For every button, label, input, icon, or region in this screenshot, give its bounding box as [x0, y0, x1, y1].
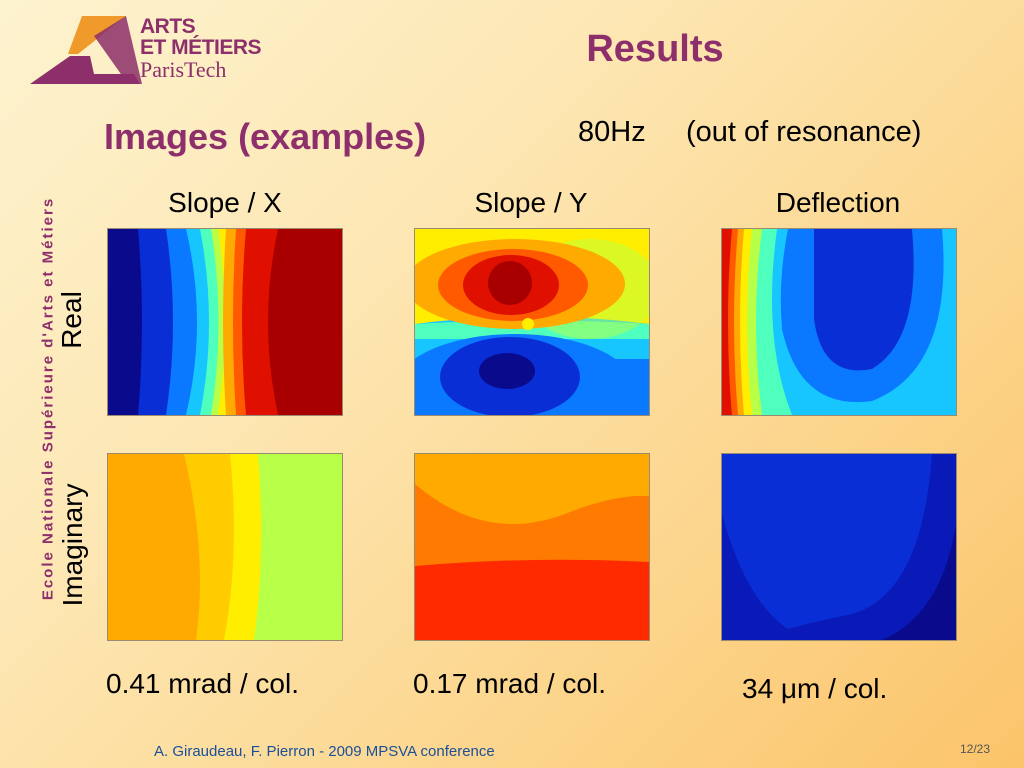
- logo-line-paristech: ParisTech: [140, 57, 227, 82]
- image-real-slope-x: [107, 228, 343, 416]
- image-imaginary-deflection: [721, 453, 957, 641]
- arts-et-metiers-logo: [30, 16, 142, 84]
- logo-line-arts: ARTS: [140, 15, 196, 38]
- column-header-slope-x: Slope / X: [168, 187, 282, 218]
- column-header-deflection: Deflection: [775, 187, 901, 218]
- slide-footer: A. Giraudeau, F. Pierron - 2009 MPSVA co…: [154, 743, 495, 760]
- section-subtitle: Images (examples): [104, 116, 427, 157]
- row-label-real: Real: [56, 291, 87, 349]
- image-real-slope-y: [414, 228, 650, 416]
- image-real-deflection: [721, 228, 957, 416]
- column-header-slope-y: Slope / Y: [474, 187, 588, 218]
- logo-wordmark: ARTS ET MÉTIERS ParisTech: [140, 15, 262, 82]
- school-name-vertical: Ecole Nationale Supérieure d'Arts et Mét…: [39, 196, 57, 601]
- slide-title: Results: [586, 28, 724, 70]
- frequency-note: (out of resonance): [686, 116, 922, 148]
- image-imaginary-slope-y: [414, 453, 650, 641]
- row-label-imaginary: Imaginary: [57, 483, 88, 607]
- image-imaginary-slope-x: [107, 453, 343, 641]
- scale-deflection: 34 μm / col.: [742, 673, 888, 704]
- scale-slope-y: 0.17 mrad / col.: [413, 668, 606, 699]
- logo-line-et-metiers: ET MÉTIERS: [140, 36, 262, 59]
- scale-slope-x: 0.41 mrad / col.: [106, 668, 299, 699]
- page-number: 12/23: [960, 742, 991, 756]
- frequency-label: 80Hz: [578, 116, 646, 148]
